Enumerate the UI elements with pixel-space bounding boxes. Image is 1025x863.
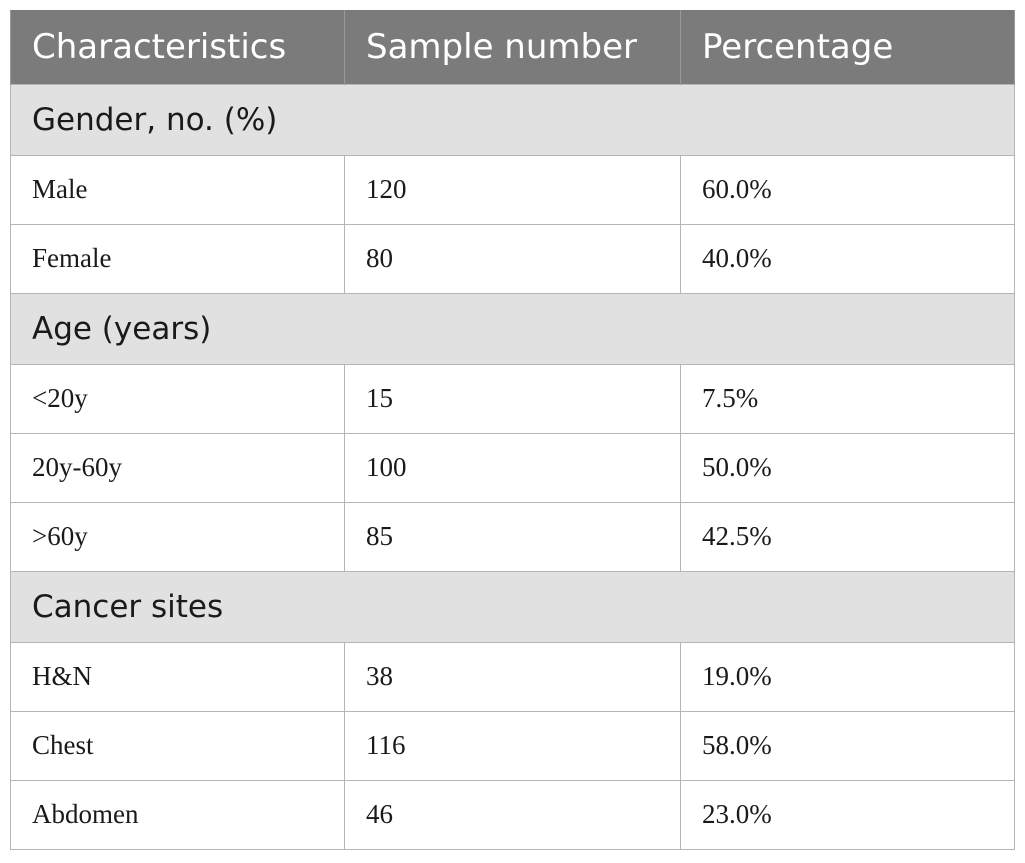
row-sample-number: 85 xyxy=(344,501,681,572)
row-sample-number: 80 xyxy=(344,223,681,294)
row-percentage: 23.0% xyxy=(680,779,1015,850)
table-row: Chest 116 58.0% xyxy=(10,710,1015,781)
table-row: 20y-60y 100 50.0% xyxy=(10,432,1015,503)
characteristics-table: Characteristics Sample number Percentage… xyxy=(10,10,1015,850)
row-sample-number: 120 xyxy=(344,154,681,225)
group-row-age: Age (years) xyxy=(10,292,1015,365)
table-header: Characteristics Sample number Percentage xyxy=(10,10,1015,84)
header-row: Characteristics Sample number Percentage xyxy=(10,10,1015,84)
row-label: Female xyxy=(10,223,345,294)
table-row: Abdomen 46 23.0% xyxy=(10,779,1015,850)
row-sample-number: 100 xyxy=(344,432,681,503)
row-label: H&N xyxy=(10,641,345,712)
row-percentage: 42.5% xyxy=(680,501,1015,572)
row-percentage: 60.0% xyxy=(680,154,1015,225)
group-row-cancer-sites: Cancer sites xyxy=(10,570,1015,643)
group-title: Gender, no. (%) xyxy=(10,83,1015,156)
group-title: Cancer sites xyxy=(10,570,1015,643)
row-sample-number: 15 xyxy=(344,363,681,434)
row-sample-number: 116 xyxy=(344,710,681,781)
row-percentage: 50.0% xyxy=(680,432,1015,503)
header-characteristics: Characteristics xyxy=(10,10,345,84)
table-row: Male 120 60.0% xyxy=(10,154,1015,225)
row-label: Chest xyxy=(10,710,345,781)
table-row: >60y 85 42.5% xyxy=(10,501,1015,572)
row-percentage: 58.0% xyxy=(680,710,1015,781)
row-sample-number: 38 xyxy=(344,641,681,712)
row-label: <20y xyxy=(10,363,345,434)
table-row: H&N 38 19.0% xyxy=(10,641,1015,712)
row-sample-number: 46 xyxy=(344,779,681,850)
group-title: Age (years) xyxy=(10,292,1015,365)
row-percentage: 40.0% xyxy=(680,223,1015,294)
row-label: 20y-60y xyxy=(10,432,345,503)
row-label: >60y xyxy=(10,501,345,572)
table-row: Female 80 40.0% xyxy=(10,223,1015,294)
row-label: Abdomen xyxy=(10,779,345,850)
table-row: <20y 15 7.5% xyxy=(10,363,1015,434)
header-sample-number: Sample number xyxy=(344,10,681,84)
row-percentage: 7.5% xyxy=(680,363,1015,434)
row-label: Male xyxy=(10,154,345,225)
header-percentage: Percentage xyxy=(680,10,1015,84)
row-percentage: 19.0% xyxy=(680,641,1015,712)
group-row-gender: Gender, no. (%) xyxy=(10,83,1015,156)
table-body: Gender, no. (%) Male 120 60.0% Female 80… xyxy=(10,83,1015,850)
